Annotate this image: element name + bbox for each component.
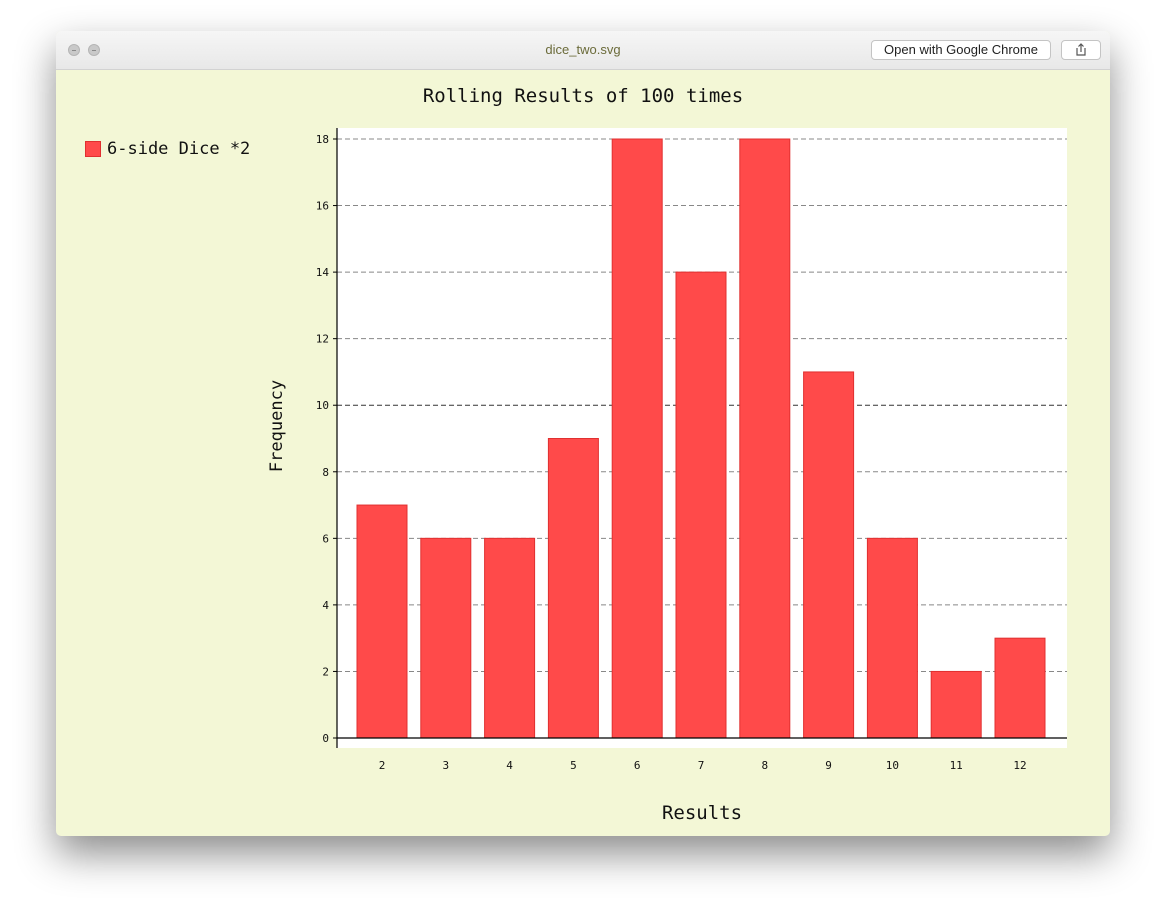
x-tick-label: 12 — [1013, 759, 1026, 772]
bar-11 — [930, 670, 982, 739]
bar-12 — [994, 637, 1046, 739]
close-window-icon[interactable] — [68, 44, 80, 56]
x-tick-label: 2 — [379, 759, 386, 772]
x-tick-labels: 2 3 4 5 6 7 8 9 10 11 12 — [379, 759, 1027, 772]
x-tick-label: 11 — [950, 759, 963, 772]
bar-4 — [484, 537, 536, 739]
bar-2 — [356, 504, 408, 739]
y-tick-label: 16 — [316, 200, 329, 213]
y-tick-label: 6 — [322, 532, 329, 545]
x-tick-label: 9 — [825, 759, 832, 772]
minimize-window-icon[interactable] — [88, 44, 100, 56]
x-tick-label: 6 — [634, 759, 641, 772]
title-bar: dice_two.svg Open with Google Chrome — [56, 31, 1110, 70]
bar-3 — [420, 537, 472, 739]
bar-10 — [866, 537, 918, 739]
bar-5 — [547, 438, 599, 739]
bar-8 — [739, 138, 791, 739]
x-tick-label: 8 — [761, 759, 768, 772]
x-tick-label: 10 — [886, 759, 899, 772]
y-tick-label: 4 — [322, 599, 329, 612]
bars — [356, 138, 1046, 739]
x-tick-label: 7 — [698, 759, 705, 772]
chart-title: Rolling Results of 100 times — [422, 85, 744, 107]
bar-7 — [675, 271, 727, 739]
legend-swatch — [85, 141, 101, 157]
viewer-window: dice_two.svg Open with Google Chrome Rol… — [56, 31, 1110, 836]
y-tick-label: 2 — [322, 665, 329, 678]
bar-6 — [611, 138, 663, 739]
open-with-chrome-button[interactable]: Open with Google Chrome — [871, 40, 1051, 60]
y-tick-label: 10 — [316, 399, 329, 412]
bar-9 — [803, 371, 855, 739]
x-tick-label: 4 — [506, 759, 513, 772]
share-icon — [1076, 43, 1086, 56]
legend-label: 6-side Dice *2 — [107, 139, 251, 159]
x-tick-label: 5 — [570, 759, 577, 772]
y-tick-label: 8 — [322, 466, 329, 479]
x-axis-label: Results — [661, 802, 743, 824]
x-tick-label: 3 — [442, 759, 449, 772]
share-button[interactable] — [1061, 40, 1101, 60]
bar-chart: 0 2 4 6 8 10 12 14 16 18 2 3 4 5 6 7 8 9 10 11 12 — [316, 128, 1067, 772]
y-tick-label: 14 — [316, 266, 330, 279]
y-tick-label: 0 — [322, 732, 329, 745]
y-tick-label: 12 — [316, 333, 329, 346]
y-tick-labels: 0 2 4 6 8 10 12 14 16 18 — [316, 133, 330, 745]
y-tick-label: 18 — [316, 133, 329, 146]
window-title: dice_two.svg — [545, 42, 621, 57]
